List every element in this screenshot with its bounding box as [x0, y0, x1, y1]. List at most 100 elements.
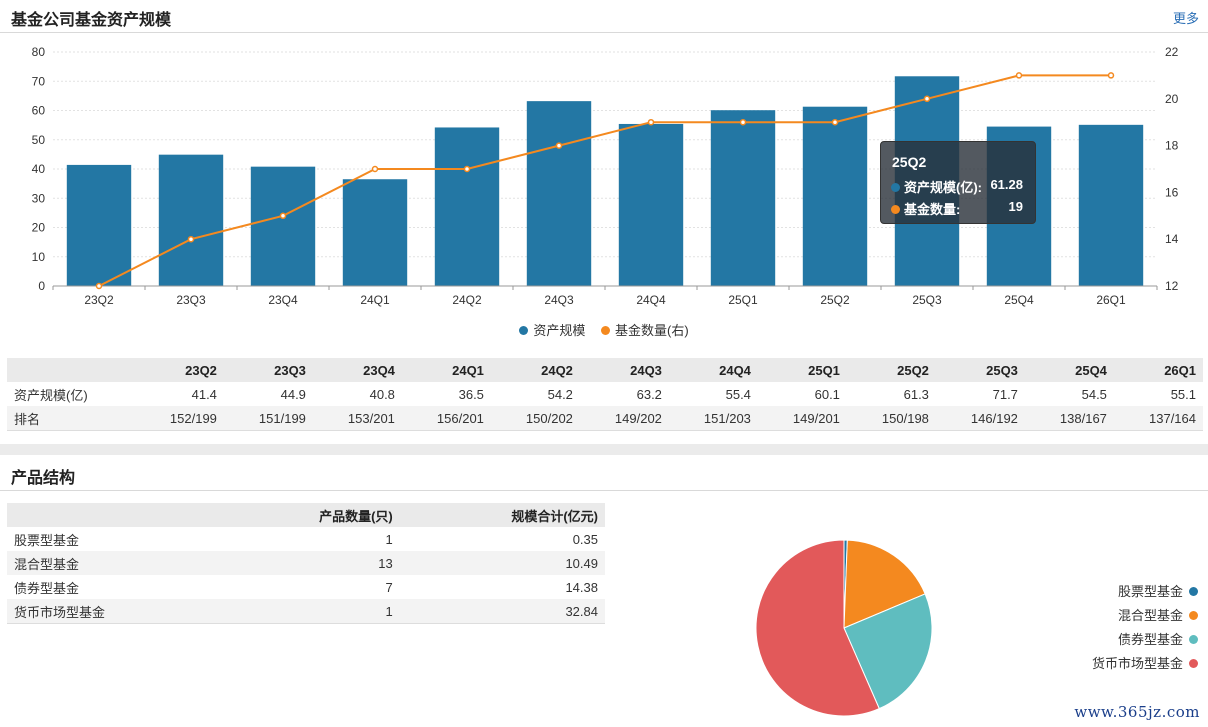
- pie-legend-dot-money: [1189, 659, 1198, 668]
- legend-dot-fund-count: [600, 326, 610, 335]
- table-header-cell: 23Q3: [223, 358, 313, 382]
- line-point: [647, 118, 655, 126]
- table-cell: 0.35: [572, 531, 598, 547]
- pie-legend-dot-hybrid: [1189, 611, 1198, 620]
- pie-legend-item-money[interactable]: 货币市场型基金: [1092, 655, 1198, 679]
- table-header-cell: 24Q1: [401, 358, 491, 382]
- pie-legend-label-stock: 股票型基金: [1117, 584, 1183, 599]
- pie-legend-label-money: 货币市场型基金: [1091, 656, 1183, 671]
- legend-label-asset-scale: 资产规模: [533, 323, 586, 338]
- bar: [434, 127, 500, 286]
- y2-tick-label: 12: [1165, 279, 1179, 293]
- y2-tick-label: 22: [1165, 45, 1179, 59]
- product-structure-header: 产品结构: [0, 458, 1208, 491]
- table-cell: 156/201: [401, 406, 491, 431]
- table-cell: 54.5: [1081, 386, 1107, 402]
- table-cell: 36.5: [458, 386, 484, 402]
- table-cell: 61.3: [903, 386, 929, 402]
- table-header-row: 23Q2 23Q3 23Q4 24Q1 24Q2 24Q3 24Q4 25Q1 …: [7, 358, 1203, 382]
- table-cell: 150/202: [490, 406, 580, 431]
- bar: [618, 123, 684, 286]
- x-tick-label: 23Q3: [176, 293, 206, 307]
- fund-count-line: [98, 74, 1111, 287]
- table-cell: 146/192: [935, 406, 1025, 431]
- line-point: [371, 165, 379, 173]
- line-point: [187, 235, 195, 243]
- line-point: [463, 165, 471, 173]
- table-cell: 股票型基金: [14, 532, 80, 548]
- asset-scale-table: 23Q2 23Q3 23Q4 24Q1 24Q2 24Q3 24Q4 25Q1 …: [7, 358, 1203, 431]
- table-cell: 152/199: [134, 406, 224, 431]
- table-cell: 149/202: [579, 406, 669, 431]
- y-tick-label: 30: [32, 191, 46, 205]
- product-structure-title: 产品结构: [11, 470, 76, 487]
- watermark: www.365jz.com: [1074, 703, 1200, 721]
- y2-tick-label: 18: [1165, 139, 1179, 153]
- x-tick-label: 23Q4: [268, 293, 298, 307]
- table-cell: 债券型基金: [14, 580, 80, 596]
- table-header-cell: 24Q2: [490, 358, 580, 382]
- x-tick-label: 26Q1: [1096, 293, 1126, 307]
- table-cell: 混合型基金: [7, 551, 222, 575]
- table-cell: 32.84: [399, 599, 605, 624]
- table-cell: 1: [221, 599, 400, 624]
- bar: [66, 164, 132, 286]
- x-tick-label: 25Q2: [820, 293, 850, 307]
- table-header-cell: [7, 503, 222, 527]
- table-cell: 153/201: [312, 406, 402, 431]
- pie-legend-label-hybrid: 混合型基金: [1117, 608, 1183, 623]
- tooltip-row-asset: 资产规模(亿): 61.28: [891, 177, 1031, 196]
- x-tick-label: 24Q1: [360, 293, 390, 307]
- table-cell: 55.1: [1170, 386, 1196, 402]
- table-header-cell: 规模合计(亿元): [399, 503, 605, 527]
- x-tick-label: 24Q3: [544, 293, 574, 307]
- table-cell: 14.38: [565, 579, 598, 595]
- y-tick-label: 70: [32, 74, 46, 88]
- table-cell: 137/164: [1113, 406, 1203, 431]
- legend-item-asset-scale[interactable]: 资产规模: [519, 320, 585, 339]
- asset-scale-title: 基金公司基金资产规模: [11, 12, 172, 29]
- legend-label-fund-count: 基金数量(右): [614, 323, 689, 338]
- x-tick-label: 25Q1: [728, 293, 758, 307]
- more-link[interactable]: 更多: [1172, 11, 1199, 26]
- section-divider: [0, 444, 1208, 455]
- asset-scale-header: 基金公司基金资产规模 更多: [0, 0, 1208, 33]
- table-header-cell: 24Q3: [579, 358, 669, 382]
- table-row: 债券型基金 7 14.38: [7, 575, 605, 599]
- table-cell: 资产规模(亿): [14, 387, 88, 403]
- pie-legend: 股票型基金 混合型基金 债券型基金 货币市场型基金: [1092, 583, 1198, 679]
- pie-slice-hybrid: [843, 539, 926, 629]
- y-tick-label: 80: [32, 45, 46, 59]
- line-point: [1015, 72, 1023, 79]
- y-tick-label: 0: [38, 279, 45, 293]
- tooltip-dot-count: [891, 205, 900, 214]
- table-cell: 排名: [7, 406, 135, 431]
- y-tick-label: 60: [32, 104, 46, 118]
- table-cell: 55.4: [725, 386, 751, 402]
- y-tick-label: 20: [32, 221, 46, 235]
- x-tick-label: 24Q4: [636, 293, 666, 307]
- y-tick-label: 10: [32, 250, 46, 264]
- table-row: 资产规模(亿) 41.4 44.9 40.8 36.5 54.2 63.2 55…: [7, 382, 1203, 406]
- line-point: [1107, 72, 1115, 79]
- tooltip-dot-asset: [891, 183, 900, 192]
- legend-item-fund-count[interactable]: 基金数量(右): [600, 320, 689, 339]
- product-structure-pie: [755, 539, 933, 717]
- y2-tick-label: 16: [1165, 185, 1179, 199]
- table-header-cell: 25Q2: [846, 358, 936, 382]
- line-point: [739, 118, 747, 126]
- table-cell: 149/201: [757, 406, 847, 431]
- x-tick-label: 25Q3: [912, 293, 942, 307]
- y-tick-label: 40: [32, 162, 46, 176]
- table-cell: 71.7: [992, 386, 1018, 402]
- tooltip-value-count: 19: [1008, 199, 1023, 214]
- table-header-cell: 23Q2: [134, 358, 224, 382]
- table-row: 股票型基金 1 0.35: [7, 527, 605, 551]
- pie-legend-item-stock[interactable]: 股票型基金: [1092, 583, 1198, 607]
- table-cell: 63.2: [636, 386, 662, 402]
- pie-legend-item-hybrid[interactable]: 混合型基金: [1092, 607, 1198, 631]
- table-header-cell: [7, 358, 135, 382]
- pie-legend-label-bond: 债券型基金: [1117, 632, 1183, 647]
- pie-legend-item-bond[interactable]: 债券型基金: [1092, 631, 1198, 655]
- table-header-cell: 24Q4: [668, 358, 758, 382]
